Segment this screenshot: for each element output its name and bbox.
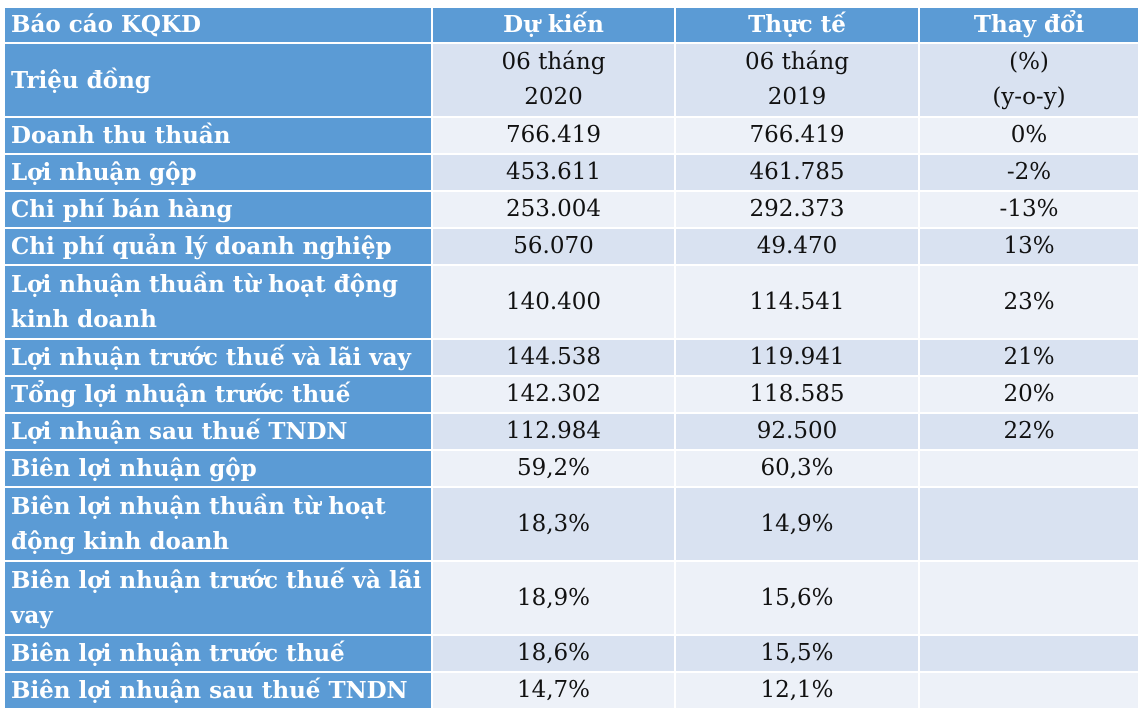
actual-value: 92.500 [674,412,920,451]
change-unit: (%) (y-o-y) [918,42,1140,118]
table-row: Lợi nhuận trước thuế và lãi vay 144.538 … [3,338,1140,377]
row-label: Chi phí bán hàng [3,190,433,229]
actual-value: 12,1% [674,671,920,710]
row-label-line2: kinh doanh [11,306,157,333]
plan-period-line2: 2020 [524,84,583,110]
actual-period: 06 tháng 2019 [674,42,920,118]
change-value: 22% [918,412,1140,451]
row-label-line1: Lợi nhuận thuần từ hoạt động [11,271,398,298]
row-label-line2: động kinh doanh [11,528,230,555]
change-unit-line2: (y-o-y) [992,84,1066,110]
change-value: -13% [918,190,1140,229]
plan-value: 18,3% [431,486,676,562]
plan-value: 766.419 [431,116,676,155]
actual-value: 461.785 [674,153,920,192]
actual-value: 49.470 [674,227,920,266]
change-value [918,486,1140,562]
row-label-line2: vay [11,602,53,629]
change-value [918,449,1140,488]
plan-period: 06 tháng 2020 [431,42,676,118]
plan-value: 14,7% [431,671,676,710]
table-row: Biên lợi nhuận trước thuế 18,6% 15,5% [3,634,1140,673]
plan-value: 253.004 [431,190,676,229]
header-change: Thay đổi [918,6,1140,44]
change-value: 0% [918,116,1140,155]
table-row: Biên lợi nhuận gộp 59,2% 60,3% [3,449,1140,488]
actual-value: 15,5% [674,634,920,673]
table-row: Biên lợi nhuận thuần từ hoạt động kinh d… [3,486,1140,562]
actual-value: 292.373 [674,190,920,229]
table-row: Doanh thu thuần 766.419 766.419 0% [3,116,1140,155]
table-row: Tổng lợi nhuận trước thuế 142.302 118.58… [3,375,1140,414]
row-label: Biên lợi nhuận trước thuế [3,634,433,673]
row-label: Lợi nhuận sau thuế TNDN [3,412,433,451]
plan-value: 112.984 [431,412,676,451]
row-label: Lợi nhuận thuần từ hoạt động kinh doanh [3,264,433,340]
plan-value: 18,9% [431,560,676,636]
plan-value: 142.302 [431,375,676,414]
table-row: Chi phí bán hàng 253.004 292.373 -13% [3,190,1140,229]
actual-period-line2: 2019 [767,84,827,110]
change-value [918,671,1140,710]
kqkd-table-container: Báo cáo KQKD Dự kiến Thực tế Thay đổi Tr… [3,6,1140,710]
header-title: Báo cáo KQKD [3,6,433,44]
row-label: Biên lợi nhuận thuần từ hoạt động kinh d… [3,486,433,562]
header-plan: Dự kiến [431,6,676,44]
actual-value: 15,6% [674,560,920,636]
table-row: Chi phí quản lý doanh nghiệp 56.070 49.4… [3,227,1140,266]
plan-value: 59,2% [431,449,676,488]
row-label-line1: Biên lợi nhuận thuần từ hoạt [11,493,386,520]
change-value: 20% [918,375,1140,414]
table-row: Lợi nhuận gộp 453.611 461.785 -2% [3,153,1140,192]
table-row: Biên lợi nhuận sau thuế TNDN 14,7% 12,1% [3,671,1140,710]
change-value: 23% [918,264,1140,340]
table-row: Lợi nhuận sau thuế TNDN 112.984 92.500 2… [3,412,1140,451]
row-label-line1: Biên lợi nhuận trước thuế và lãi [11,567,422,594]
change-value: 21% [918,338,1140,377]
table-row: Biên lợi nhuận trước thuế và lãi vay 18,… [3,560,1140,636]
plan-period-line1: 06 tháng [501,49,606,75]
actual-value: 119.941 [674,338,920,377]
header-actual: Thực tế [674,6,920,44]
plan-value: 56.070 [431,227,676,266]
unit-label: Triệu đồng [3,42,433,118]
actual-value: 118.585 [674,375,920,414]
plan-value: 144.538 [431,338,676,377]
subheader-row: Triệu đồng 06 tháng 2020 06 tháng 2019 (… [3,42,1140,118]
header-row: Báo cáo KQKD Dự kiến Thực tế Thay đổi [3,6,1140,44]
actual-period-line1: 06 tháng [745,49,849,75]
change-unit-line1: (%) [1009,49,1049,75]
change-value: 13% [918,227,1140,266]
actual-value: 114.541 [674,264,920,340]
plan-value: 140.400 [431,264,676,340]
kqkd-report-table: Báo cáo KQKD Dự kiến Thực tế Thay đổi Tr… [3,6,1140,710]
table-row: Lợi nhuận thuần từ hoạt động kinh doanh … [3,264,1140,340]
actual-value: 14,9% [674,486,920,562]
row-label: Doanh thu thuần [3,116,433,155]
row-label: Lợi nhuận gộp [3,153,433,192]
change-value [918,634,1140,673]
change-value: -2% [918,153,1140,192]
row-label: Lợi nhuận trước thuế và lãi vay [3,338,433,377]
row-label: Biên lợi nhuận sau thuế TNDN [3,671,433,710]
row-label: Chi phí quản lý doanh nghiệp [3,227,433,266]
row-label: Tổng lợi nhuận trước thuế [3,375,433,414]
actual-value: 60,3% [674,449,920,488]
row-label: Biên lợi nhuận trước thuế và lãi vay [3,560,433,636]
change-value [918,560,1140,636]
actual-value: 766.419 [674,116,920,155]
plan-value: 453.611 [431,153,676,192]
row-label: Biên lợi nhuận gộp [3,449,433,488]
plan-value: 18,6% [431,634,676,673]
